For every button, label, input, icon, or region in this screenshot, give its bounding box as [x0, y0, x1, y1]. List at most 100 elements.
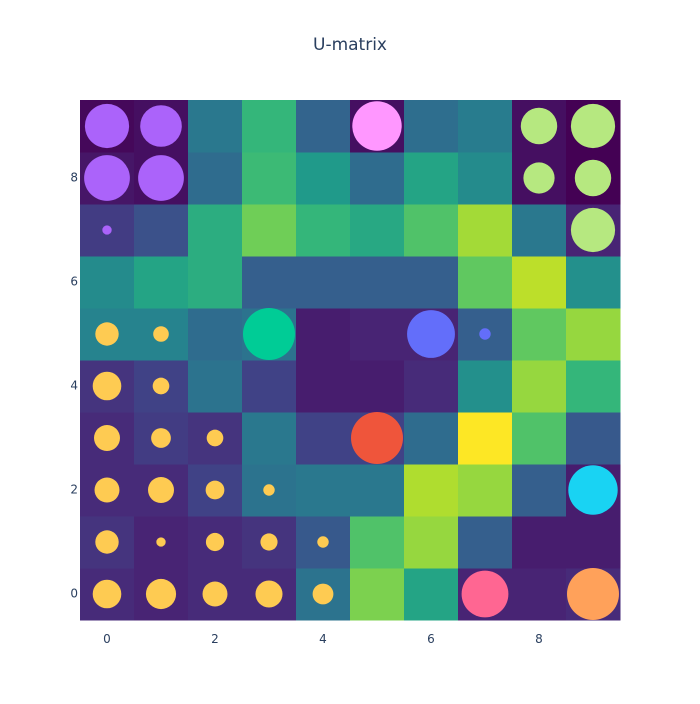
- heatmap-cell: [242, 152, 297, 205]
- heatmap-cell: [458, 152, 513, 205]
- data-point-marker: [255, 580, 282, 607]
- heatmap-cell: [458, 204, 513, 257]
- data-point-marker: [352, 101, 401, 150]
- data-point-marker: [317, 536, 328, 547]
- heatmap-cell: [566, 308, 621, 361]
- data-point-marker: [351, 412, 403, 464]
- heatmap-cell: [188, 100, 243, 153]
- heatmap-cell: [404, 152, 459, 205]
- data-point-marker: [206, 481, 225, 500]
- data-point-marker: [260, 533, 277, 550]
- x-tick-label: 0: [103, 632, 111, 646]
- heatmap-cell: [566, 412, 621, 465]
- x-tick-label: 2: [211, 632, 219, 646]
- data-point-marker: [207, 430, 224, 447]
- data-point-marker: [263, 484, 274, 495]
- heatmap-cell: [350, 360, 405, 413]
- heatmap-cell: [458, 412, 513, 465]
- heatmap-cell: [134, 204, 189, 257]
- heatmap-cell: [512, 464, 567, 517]
- heatmap-cell: [188, 360, 243, 413]
- heatmap-cell: [242, 100, 297, 153]
- heatmap-cell: [458, 360, 513, 413]
- heatmap-cell: [458, 464, 513, 517]
- heatmap-cell: [296, 204, 351, 257]
- data-point-marker: [571, 208, 615, 252]
- heatmap-cell: [350, 516, 405, 569]
- heatmap-cell: [296, 412, 351, 465]
- heatmap-cell: [242, 360, 297, 413]
- heatmap-cell: [80, 256, 135, 309]
- data-point-marker: [94, 425, 120, 451]
- heatmap-cell: [350, 464, 405, 517]
- heatmap-cell: [296, 308, 351, 361]
- heatmap-cell: [404, 412, 459, 465]
- data-point-marker: [102, 225, 111, 234]
- heatmap-cell: [242, 412, 297, 465]
- heatmap-cell: [566, 360, 621, 413]
- data-point-marker: [153, 326, 169, 342]
- data-point-marker: [243, 308, 295, 360]
- data-point-marker: [567, 568, 619, 620]
- heatmap-cell: [296, 360, 351, 413]
- data-point-marker: [206, 533, 224, 551]
- data-point-marker: [95, 322, 118, 345]
- data-point-marker: [571, 104, 615, 148]
- heatmap-cell: [512, 412, 567, 465]
- heatmap-cell: [404, 568, 459, 621]
- heatmap-cell: [404, 360, 459, 413]
- heatmap-cell: [404, 516, 459, 569]
- heatmap-cell: [350, 204, 405, 257]
- data-point-marker: [85, 104, 129, 148]
- chart-title: U-matrix: [313, 35, 387, 55]
- x-tick-label: 6: [427, 632, 435, 646]
- heatmap-cell: [566, 516, 621, 569]
- heatmap-cell: [188, 204, 243, 257]
- data-point-marker: [407, 310, 455, 358]
- heatmap-cell: [296, 100, 351, 153]
- heatmap-cell: [458, 256, 513, 309]
- y-tick-label: 4: [70, 379, 78, 393]
- data-point-marker: [153, 378, 170, 395]
- y-tick-label: 6: [70, 275, 78, 289]
- data-point-marker: [462, 571, 509, 618]
- heatmap-cell: [296, 464, 351, 517]
- heatmap-cell: [512, 516, 567, 569]
- heatmap-cell: [188, 308, 243, 361]
- x-tick-label: 4: [319, 632, 327, 646]
- heatmap-cell: [566, 256, 621, 309]
- data-point-marker: [521, 108, 557, 144]
- heatmap-cell: [188, 152, 243, 205]
- y-tick-label: 0: [70, 587, 78, 601]
- heatmap-cell: [350, 568, 405, 621]
- heatmap-cell: [512, 568, 567, 621]
- x-axis-ticks: 0 2 4 6 8: [103, 632, 543, 646]
- data-point-marker: [84, 155, 130, 201]
- data-point-marker: [93, 372, 122, 401]
- heatmap-cell: [242, 256, 297, 309]
- heatmap-cell: [404, 464, 459, 517]
- heatmap-cell: [512, 360, 567, 413]
- heatmap-cell: [296, 256, 351, 309]
- data-point-marker: [148, 477, 174, 503]
- data-point-marker: [146, 579, 176, 609]
- data-point-marker: [313, 584, 334, 605]
- data-point-marker: [93, 580, 122, 609]
- heatmap-cell: [188, 256, 243, 309]
- data-point-marker: [203, 582, 228, 607]
- data-point-marker: [95, 530, 118, 553]
- data-point-marker: [568, 465, 617, 514]
- heatmap-cell: [242, 204, 297, 257]
- heatmap-cell: [404, 100, 459, 153]
- data-point-marker: [523, 162, 554, 193]
- data-point-marker: [138, 155, 184, 201]
- heatmap-cell: [350, 152, 405, 205]
- data-point-marker: [95, 478, 120, 503]
- x-tick-label: 8: [535, 632, 543, 646]
- data-point-marker: [151, 428, 171, 448]
- heatmap-cell: [512, 308, 567, 361]
- data-point-marker: [156, 537, 165, 546]
- data-point-marker: [575, 160, 611, 196]
